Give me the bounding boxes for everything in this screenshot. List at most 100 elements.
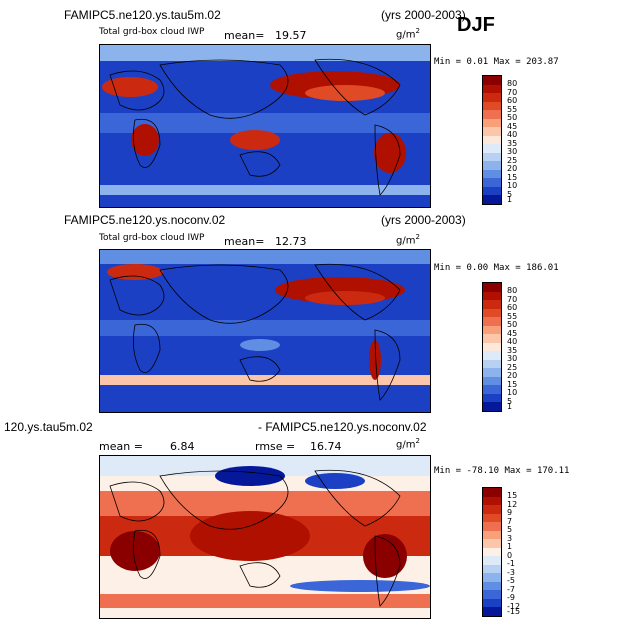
panel3-colorbar-label: -5	[507, 576, 515, 585]
panel1-africa-convection	[131, 124, 159, 156]
panel3-colorbar-swatch	[483, 488, 501, 497]
panel2-units: g/m2	[396, 233, 420, 247]
panel3-colorbar-label: -3	[507, 567, 515, 577]
panel3-colorbar-swatch	[483, 573, 501, 582]
panel3-colorbar-label: -9	[507, 593, 515, 602]
panel1-tropical-band	[100, 113, 430, 133]
panel2-coastline-australia	[239, 356, 281, 382]
panel3-siberia-negative	[215, 466, 285, 486]
panel3-colorbar-swatch	[483, 590, 501, 599]
panel2-colorbar-swatch	[483, 308, 501, 318]
panel3-colorbar-swatch	[483, 513, 501, 523]
panel2-colorbar-swatch	[483, 359, 501, 369]
panel3-colorbar-swatch	[483, 547, 501, 557]
panel2-colorbar-label: 30	[507, 354, 518, 363]
panel1-mean-value: 19.57	[275, 29, 307, 42]
panel3-colorbar	[482, 487, 502, 617]
panel1-colorbar-swatch	[483, 169, 501, 179]
panel1-colorbar-label: 1	[507, 195, 513, 204]
season-label: DJF	[457, 14, 495, 36]
panel3-rmse-label: rmse =	[255, 440, 296, 453]
panel1-colorbar-label: 40	[507, 130, 518, 139]
panel1-years: (yrs 2000-2003)	[381, 8, 466, 22]
panel1-arctic-band	[100, 45, 430, 61]
panel3-colorbar-label: 9	[507, 508, 513, 517]
panel2-colorbar-label: 50	[507, 320, 518, 329]
panel3-coastline-australia	[239, 562, 281, 588]
panel3-southern-ocean-band	[100, 594, 430, 608]
panel1-colorbar-swatch	[483, 178, 501, 187]
panel2-colorbar-swatch	[483, 291, 501, 301]
panel2-coastline-africa	[132, 323, 161, 373]
panel1-colorbar-label: 5	[507, 189, 513, 199]
panel2-colorbar-swatch	[483, 342, 501, 352]
panel1-pacific-storm-track-core	[305, 85, 385, 101]
panel1-case-label: FAMIPC5.ne120.ys.tau5m.02	[64, 8, 221, 22]
panel1-colorbar-swatch	[483, 186, 501, 196]
panel3-coastline-asia	[159, 470, 289, 530]
panel3-colorbar-swatch	[483, 505, 501, 514]
panel2-colorbar-swatch	[483, 351, 501, 360]
panel1-coastline-australia	[239, 151, 281, 177]
panel2-colorbar-swatch	[483, 283, 501, 292]
panel3-colorbar-swatch	[483, 539, 501, 548]
panel3-colorbar-label: 0	[507, 550, 513, 560]
panel3-case-label-left: 120.ys.tau5m.02	[4, 420, 93, 434]
panel1-colorbar-label: 70	[507, 87, 518, 97]
panel1-colorbar-swatch	[483, 110, 501, 119]
panel2-colorbar	[482, 282, 502, 412]
panel3-colorbar-label: 3	[507, 533, 513, 543]
panel2-variable: Total grd-box cloud IWP	[99, 233, 205, 243]
panel2-min-max: Min = 0.00 Max = 186.01	[434, 263, 559, 273]
panel2-coastline-europe	[109, 275, 165, 316]
panel1-colorbar-swatch	[483, 101, 501, 111]
panel3-southern-negative-band	[290, 580, 430, 592]
panel2-southern-storm-track	[100, 375, 430, 385]
panel3-coastline-europe	[109, 481, 165, 522]
panel3-case-label-right: - FAMIPC5.ne120.ys.noconv.02	[258, 420, 427, 434]
panel3-min-max: Min = -78.10 Max = 170.11	[434, 466, 570, 476]
panel1-colorbar	[482, 75, 502, 205]
panel3-colorbar-label: -12	[507, 601, 521, 611]
panel1-colorbar-label: 50	[507, 113, 518, 122]
panel2-coastline-asia	[159, 264, 289, 324]
panel1-coastline-asia	[159, 59, 289, 119]
panel3-colorbar-label: 7	[507, 516, 513, 526]
panel1-maritime-continent	[230, 130, 280, 150]
panel3-colorbar-swatch	[483, 564, 501, 574]
panel2-colorbar-label: 70	[507, 294, 518, 304]
panel2-colorbar-swatch	[483, 402, 501, 411]
panel3-units: g/m2	[396, 437, 420, 451]
panel3-colorbar-swatch	[483, 556, 501, 565]
panel3-colorbar-swatch	[483, 581, 501, 591]
panel2-colorbar-swatch	[483, 385, 501, 394]
panel1-coastline-north-america	[314, 58, 401, 116]
panel3-south-america-maximum	[363, 534, 407, 578]
panel1-mean-label: mean=	[224, 29, 265, 42]
panel3-coastline-north-america	[314, 469, 401, 527]
panel3-map	[99, 455, 431, 619]
panel3-mean-label: mean =	[99, 440, 143, 453]
panel3-colorbar-label: -15	[507, 607, 521, 616]
panel2-colorbar-label: 80	[507, 286, 518, 295]
panel3-colorbar-label: -1	[507, 559, 515, 568]
panel2-atlantic-storm-track	[107, 264, 163, 280]
panel2-tropical-band	[100, 320, 430, 336]
panel1-colorbar-label: 10	[507, 181, 518, 190]
panel3-colorbar-label: 1	[507, 542, 513, 551]
panel1-colorbar-swatch	[483, 144, 501, 153]
panel1-colorbar-swatch	[483, 93, 501, 102]
panel3-colorbar-swatch	[483, 522, 501, 531]
panel1-colorbar-swatch	[483, 118, 501, 128]
panel2-colorbar-label: 35	[507, 345, 518, 355]
panel3-coastline-south-america	[374, 535, 401, 607]
panel2-colorbar-swatch	[483, 368, 501, 377]
panel2-coastline-south-america	[374, 329, 401, 401]
panel2-andes	[369, 340, 381, 380]
panel2-colorbar-label: 45	[507, 328, 518, 338]
panel1-colorbar-label: 60	[507, 96, 518, 105]
panel3-colorbar-swatch	[483, 607, 501, 616]
panel3-colorbar-swatch	[483, 496, 501, 506]
panel1-coastline-africa	[132, 118, 161, 168]
panel3-coastline-africa	[132, 529, 161, 579]
